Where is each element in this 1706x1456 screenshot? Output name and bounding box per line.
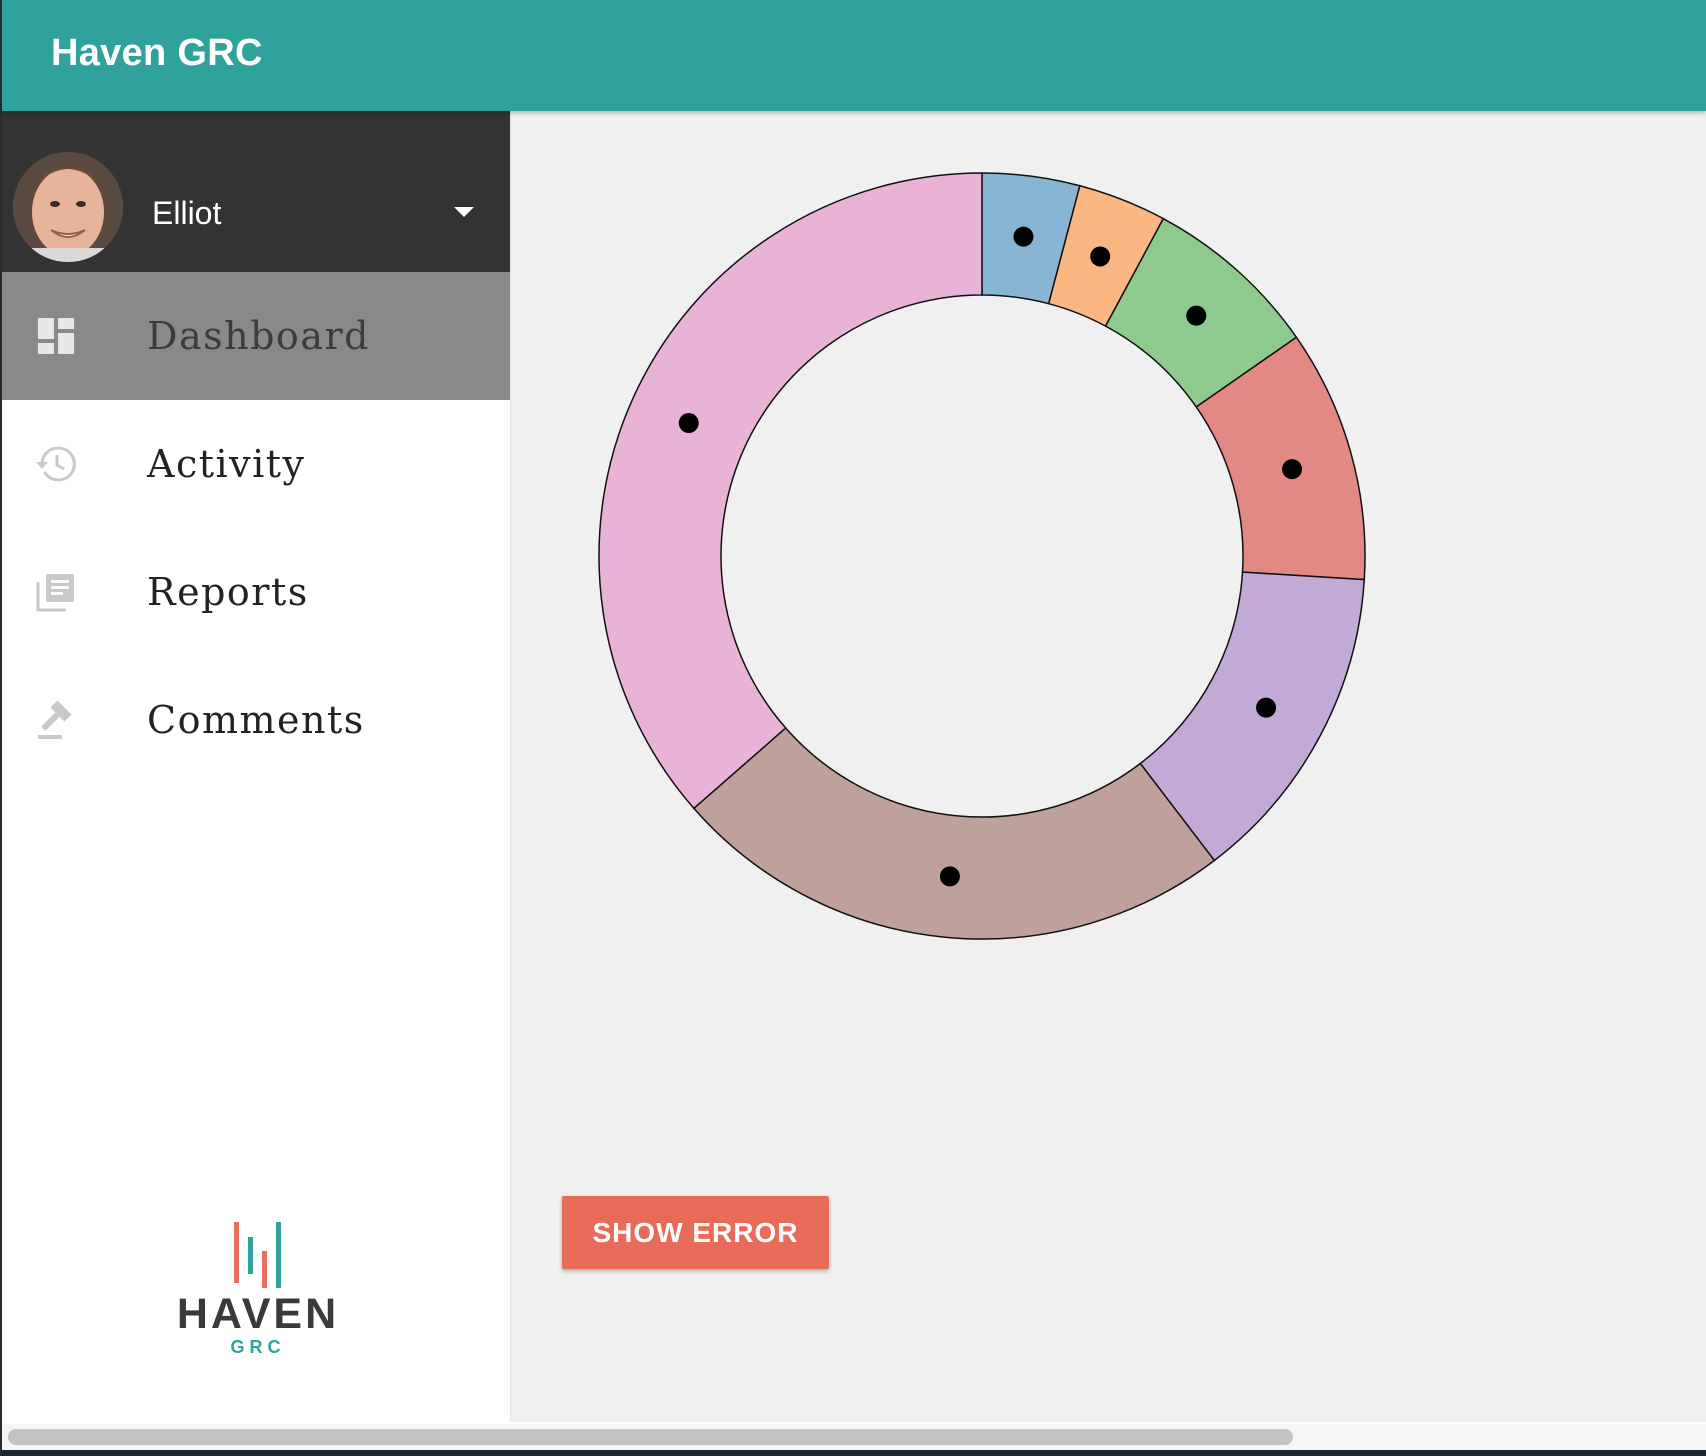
haven-logo: HAVEN GRC	[172, 1208, 344, 1358]
logo-mark-icon	[234, 1222, 281, 1288]
logo-wordmark: HAVEN	[176, 1290, 340, 1338]
sidebar-item-label: Dashboard	[147, 314, 370, 358]
donut-slice[interactable]	[598, 172, 983, 810]
slice-marker-dot	[1090, 246, 1111, 267]
sidebar: Elliot Dashboard Activity	[2, 111, 511, 1422]
window-edge	[0, 0, 2, 1456]
dashboard-icon	[36, 316, 76, 356]
sidebar-item-label: Activity	[147, 442, 306, 486]
avatar-image	[13, 152, 123, 262]
sidebar-item-activity[interactable]: Activity	[2, 400, 510, 528]
sidebar-item-comments[interactable]: Comments	[2, 656, 510, 784]
library-books-icon	[36, 572, 76, 612]
bottom-edge	[0, 1450, 1706, 1456]
horizontal-scrollbar[interactable]	[2, 1424, 1706, 1450]
slice-marker-dot	[939, 866, 960, 887]
slice-marker-dot	[1013, 226, 1034, 247]
donut-slice[interactable]	[692, 726, 1216, 940]
caret-down-icon[interactable]	[454, 207, 474, 217]
slice-marker-dot	[1186, 305, 1207, 326]
user-name: Elliot	[152, 195, 222, 231]
slice-marker-dot	[678, 413, 699, 434]
app-bar: Haven GRC	[2, 0, 1706, 111]
app-title: Haven GRC	[51, 32, 263, 74]
logo-subtitle: GRC	[230, 1337, 286, 1357]
user-panel: Elliot	[2, 111, 510, 272]
sidebar-item-label: Comments	[147, 698, 365, 742]
slice-marker-dot	[1282, 459, 1303, 480]
sidebar-item-reports[interactable]: Reports	[2, 528, 510, 656]
main-content: SHOW ERROR	[511, 111, 1706, 1422]
donut-chart	[598, 172, 1366, 940]
gavel-icon	[36, 700, 76, 740]
scrollbar-thumb[interactable]	[8, 1429, 1293, 1445]
avatar[interactable]	[13, 152, 123, 262]
sidebar-item-dashboard[interactable]: Dashboard	[2, 272, 510, 400]
slice-marker-dot	[1256, 697, 1277, 718]
history-icon	[36, 444, 76, 484]
sidebar-item-label: Reports	[147, 570, 309, 614]
show-error-button[interactable]: SHOW ERROR	[562, 1196, 829, 1269]
